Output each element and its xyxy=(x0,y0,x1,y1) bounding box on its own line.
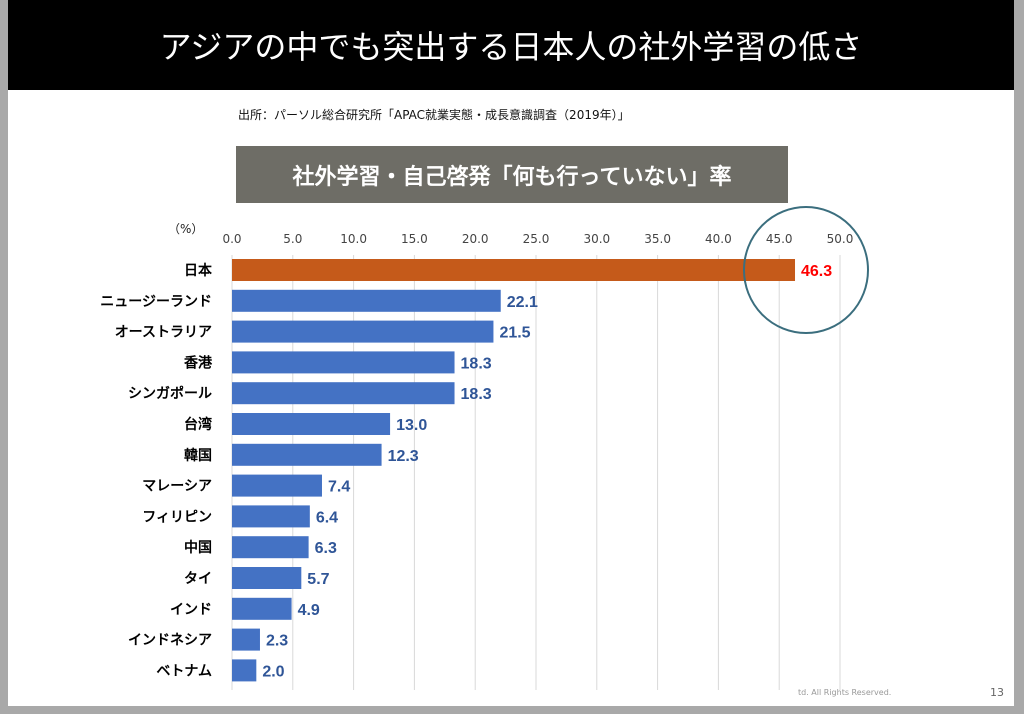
bar xyxy=(232,567,302,589)
highlight-circle xyxy=(743,206,869,334)
page-number: 13 xyxy=(990,686,1004,699)
tick-label: 5.0 xyxy=(283,232,302,246)
category-label: 中国 xyxy=(184,539,212,556)
tick-label: 50.0 xyxy=(827,232,854,246)
category-label: ニュージーランド xyxy=(100,294,212,310)
bar xyxy=(232,382,455,405)
tick-label: 10.0 xyxy=(340,232,367,246)
bar xyxy=(232,659,257,682)
tick-label: 45.0 xyxy=(766,232,793,246)
category-label: 香港 xyxy=(183,354,213,371)
category-label: マレーシア xyxy=(142,479,212,495)
data-label: 2.0 xyxy=(262,663,284,680)
bar xyxy=(232,628,260,651)
data-label: 46.3 xyxy=(801,263,832,280)
tick-label: 0.0 xyxy=(222,232,241,246)
source-note: 出所：パーソル総合研究所「APAC就業実態・成長意識調査（2019年）」 xyxy=(238,108,630,122)
copyright: td. All Rights Reserved. xyxy=(798,688,892,697)
chart-title: 社外学習・自己啓発「何も行っていない」率 xyxy=(236,146,788,203)
bar xyxy=(232,351,455,374)
bar xyxy=(232,320,494,343)
data-label: 6.3 xyxy=(315,540,337,557)
data-label: 22.1 xyxy=(507,294,538,311)
unit-text: （%） xyxy=(168,222,204,236)
data-label: 6.4 xyxy=(316,509,338,526)
category-label: 韓国 xyxy=(184,447,212,464)
category-label: タイ xyxy=(184,571,212,587)
bar xyxy=(232,289,501,312)
tick-label: 40.0 xyxy=(705,232,732,246)
data-label: 5.7 xyxy=(307,571,329,588)
data-label: 21.5 xyxy=(499,325,530,342)
category-label: 日本 xyxy=(184,262,213,279)
bar xyxy=(232,536,309,559)
bar xyxy=(232,597,292,620)
tick-label: 30.0 xyxy=(583,232,610,246)
bar xyxy=(232,474,322,497)
bar xyxy=(232,413,391,435)
category-label: インド xyxy=(170,602,212,618)
category-label: シンガポール xyxy=(128,385,212,402)
data-label: 12.3 xyxy=(388,448,419,465)
category-label: 台湾 xyxy=(184,416,212,433)
bar xyxy=(232,443,382,466)
tick-label: 35.0 xyxy=(644,232,671,246)
category-label: インドネシア xyxy=(128,633,212,649)
category-label: オーストラリア xyxy=(115,325,212,341)
data-label: 4.9 xyxy=(298,602,320,619)
slide: アジアの中でも突出する日本人の社外学習の低さ 出所：パーソル総合研究所「APAC… xyxy=(8,0,1014,706)
data-label: 13.0 xyxy=(396,417,427,434)
tick-label: 15.0 xyxy=(401,232,428,246)
category-label: フィリピン xyxy=(142,509,212,525)
data-label: 7.4 xyxy=(328,479,350,496)
data-label: 18.3 xyxy=(461,386,492,403)
slide-title: アジアの中でも突出する日本人の社外学習の低さ xyxy=(8,0,1014,90)
tick-label: 25.0 xyxy=(523,232,550,246)
tick-label: 20.0 xyxy=(462,232,489,246)
data-label: 18.3 xyxy=(461,355,492,372)
data-label: 2.3 xyxy=(266,633,288,650)
unit-label: （%） xyxy=(168,220,204,238)
bar xyxy=(232,505,310,528)
category-label: ベトナム xyxy=(156,663,212,679)
bar xyxy=(232,259,796,281)
